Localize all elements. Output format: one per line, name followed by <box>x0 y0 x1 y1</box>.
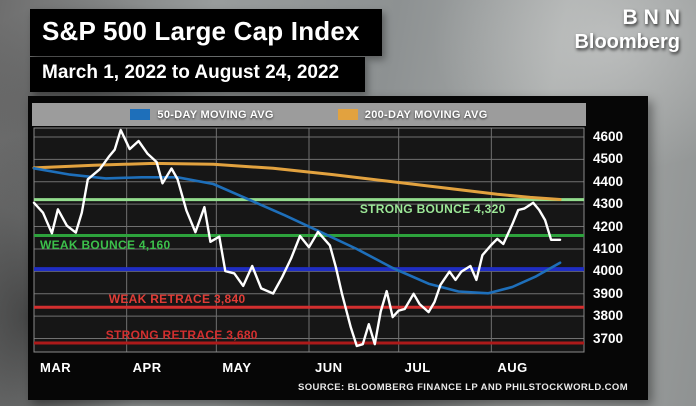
legend-swatch-50-day-ma <box>130 109 151 120</box>
legend-label-50-day-ma: 50-DAY MOVING AVG <box>157 108 274 121</box>
series-50-day-ma <box>32 167 562 295</box>
series-sp500-price <box>32 128 562 348</box>
series-200-day-ma <box>32 161 562 201</box>
plot-border <box>33 127 585 353</box>
source-attribution: SOURCE: BLOOMBERG FINANCE LP AND PHILSTO… <box>298 382 629 393</box>
chart-title: S&P 500 Large Cap Index <box>30 9 382 56</box>
price-chart <box>32 127 585 353</box>
legend-item-200-day-ma: 200-DAY MOVING AVG <box>337 108 488 121</box>
legend: 50-DAY MOVING AVG 200-DAY MOVING AVG <box>32 103 586 126</box>
legend-item-50-day-ma: 50-DAY MOVING AVG <box>130 109 273 121</box>
legend-label-200-day-ma: 200-DAY MOVING AVG <box>364 108 488 121</box>
chart-subtitle: March 1, 2022 to August 24, 2022 <box>30 57 366 92</box>
bloomberg-logo-text: Bloomberg <box>574 31 680 53</box>
bnn-bloomberg-logo: BNN Bloomberg <box>574 6 680 54</box>
legend-swatch-200-day-ma <box>337 109 358 120</box>
chart-panel: 50-DAY MOVING AVG 200-DAY MOVING AVG 460… <box>28 96 648 400</box>
bnn-logo-text: BNN <box>622 6 686 29</box>
